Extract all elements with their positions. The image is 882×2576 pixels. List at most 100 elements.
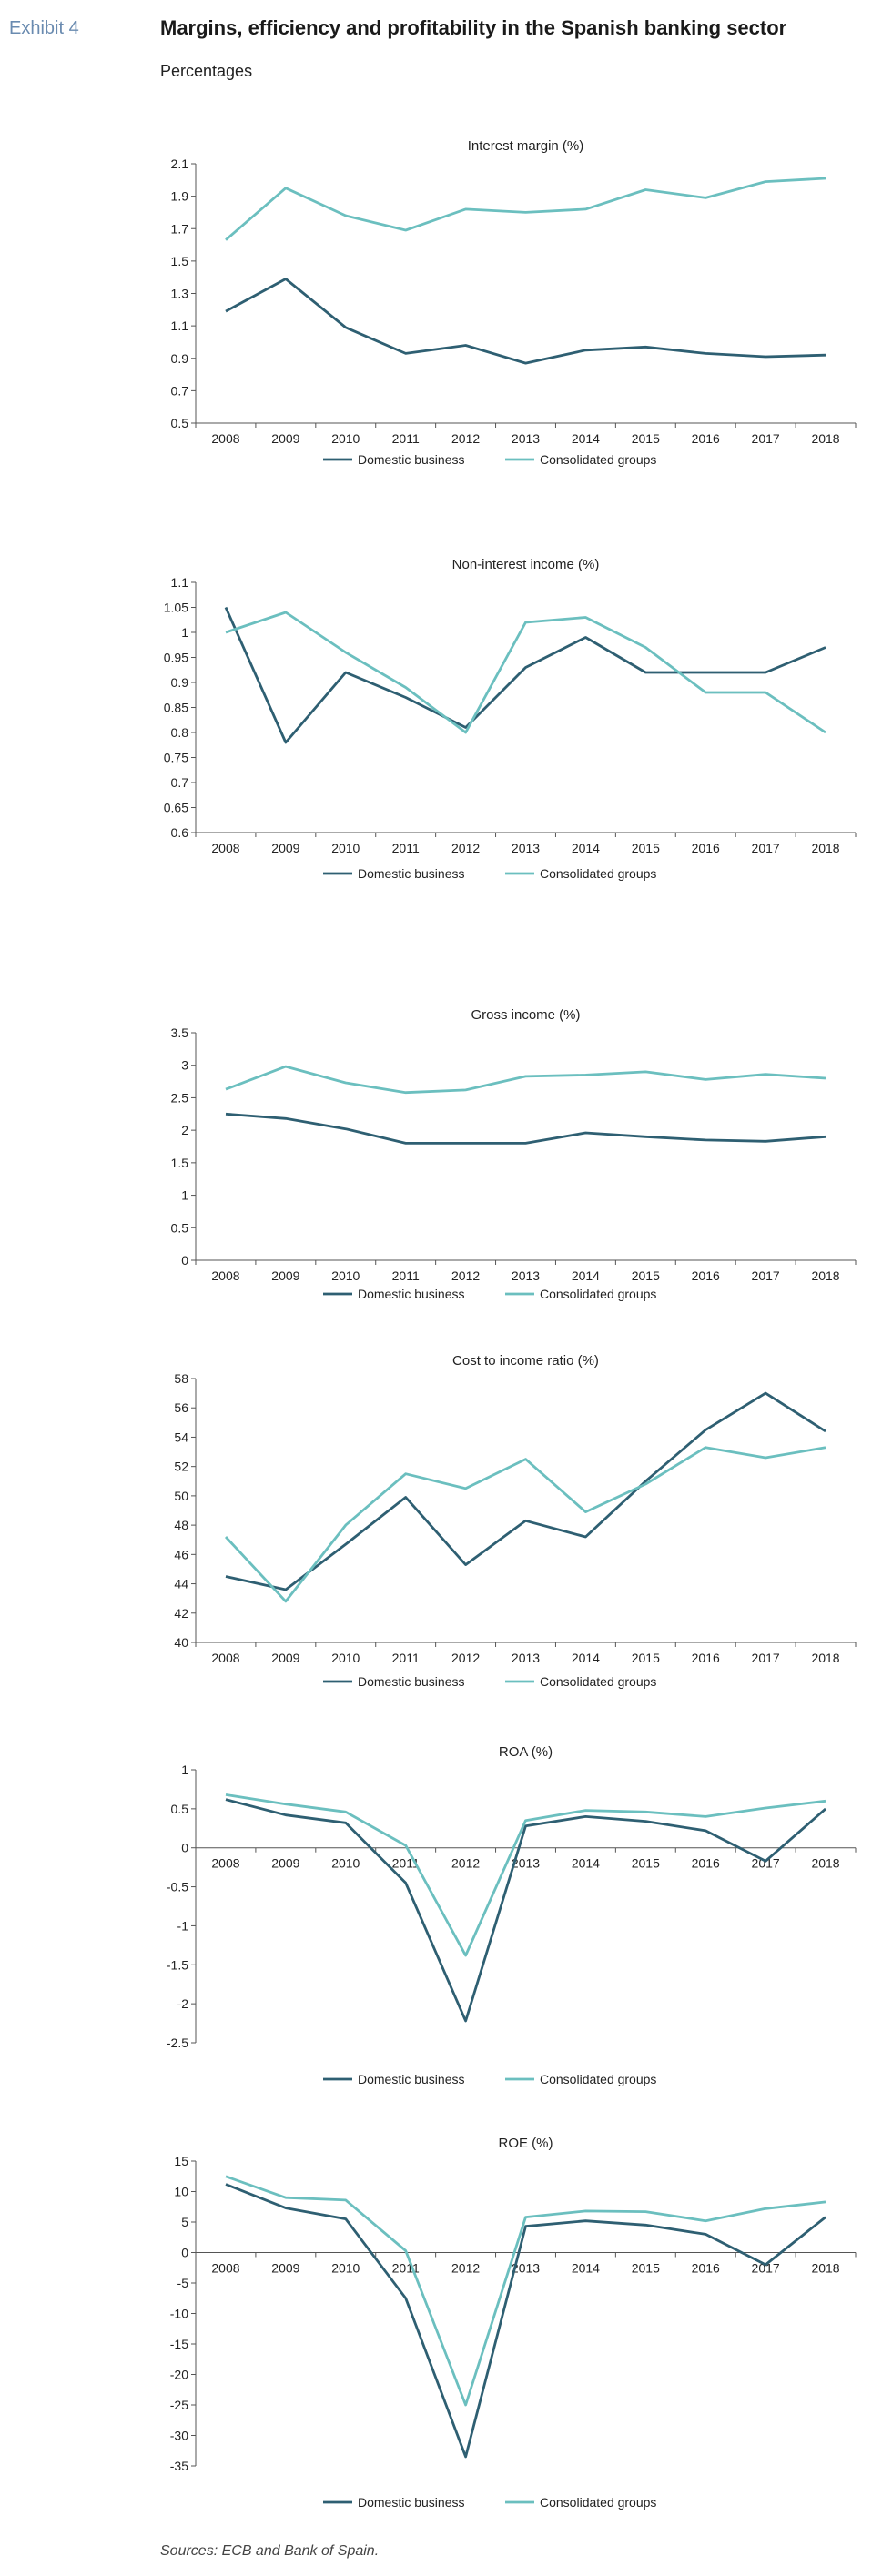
legend-label: Domestic business bbox=[358, 452, 465, 467]
x-tick-label: 2010 bbox=[331, 841, 360, 855]
series-line-consolidated bbox=[225, 1793, 826, 1957]
series-line-domestic bbox=[225, 2183, 826, 2459]
legend-label: Consolidated groups bbox=[540, 866, 656, 881]
series-line-consolidated bbox=[225, 2175, 826, 2407]
x-tick-label: 2015 bbox=[632, 1651, 660, 1665]
x-tick-label: 2017 bbox=[752, 1651, 780, 1665]
x-tick-label: 2010 bbox=[331, 2261, 360, 2276]
x-tick-label: 2009 bbox=[271, 1268, 299, 1283]
y-tick-label: -10 bbox=[170, 2307, 188, 2321]
y-tick-label: 56 bbox=[174, 1400, 188, 1415]
x-tick-label: 2013 bbox=[512, 841, 540, 855]
x-tick-label: 2012 bbox=[451, 431, 480, 446]
y-tick-label: 0.85 bbox=[164, 701, 188, 715]
chart-roe: ROE (%) -35 -30 -25 -20 -15 -10 -5 0 5 10 15 2008 200… bbox=[0, 2134, 882, 2534]
y-tick-label: 0.6 bbox=[171, 825, 189, 840]
chart-title: Interest margin (%) bbox=[468, 138, 584, 154]
y-tick-label: -20 bbox=[170, 2368, 188, 2382]
x-tick-label: 2011 bbox=[392, 1268, 420, 1283]
chart-title: Gross income (%) bbox=[471, 1007, 580, 1023]
chart-title: ROA (%) bbox=[499, 1744, 553, 1760]
y-tick-label: 1 bbox=[181, 1188, 188, 1203]
series-line-consolidated bbox=[225, 611, 826, 734]
x-tick-label: 2015 bbox=[632, 841, 660, 855]
x-tick-label: 2015 bbox=[632, 1268, 660, 1283]
x-tick-label: 2012 bbox=[451, 841, 480, 855]
y-tick-label: 0 bbox=[181, 1253, 188, 1268]
y-tick-label: 1.1 bbox=[171, 575, 189, 590]
x-tick-label: 2008 bbox=[211, 1268, 239, 1283]
x-tick-label: 2015 bbox=[632, 431, 660, 446]
x-tick-label: 2014 bbox=[572, 841, 600, 855]
page-subtitle: Percentages bbox=[160, 62, 253, 80]
y-tick-label: 42 bbox=[174, 1606, 188, 1621]
y-tick-label: 0.65 bbox=[164, 801, 188, 815]
y-tick-label: 40 bbox=[174, 1635, 188, 1650]
series-line-domestic bbox=[225, 1112, 826, 1145]
x-tick-label: 2016 bbox=[692, 841, 720, 855]
y-tick-label: 52 bbox=[174, 1460, 188, 1474]
y-tick-label: 1 bbox=[181, 625, 188, 640]
chart-cost-to-income: Cost to income ratio (%) 40 42 44 46 48 50 52 54… bbox=[0, 1351, 882, 1733]
y-tick-label: -1.5 bbox=[167, 1957, 188, 1972]
y-tick-label: 5 bbox=[181, 2215, 188, 2229]
x-tick-label: 2008 bbox=[211, 431, 239, 446]
x-tick-label: 2017 bbox=[752, 431, 780, 446]
y-tick-label: -1 bbox=[177, 1918, 189, 1933]
x-tick-label: 2009 bbox=[271, 1856, 299, 1871]
y-tick-label: 44 bbox=[174, 1577, 188, 1591]
x-tick-label: 2017 bbox=[752, 2261, 780, 2276]
x-tick-label: 2016 bbox=[692, 2261, 720, 2276]
chart-svg: Cost to income ratio (%) 40 42 44 46 48 50 52 54… bbox=[174, 1353, 857, 1689]
x-tick-label: 2008 bbox=[211, 2261, 239, 2276]
x-tick-label: 2011 bbox=[392, 841, 420, 855]
y-tick-label: 0.95 bbox=[164, 651, 188, 665]
y-tick-label: 48 bbox=[174, 1518, 188, 1532]
legend-label: Domestic business bbox=[358, 2495, 465, 2510]
x-tick-label: 2016 bbox=[692, 1856, 720, 1871]
y-tick-label: 1.1 bbox=[171, 318, 189, 333]
y-tick-label: 0.7 bbox=[171, 775, 189, 790]
y-tick-label: 58 bbox=[174, 1371, 188, 1386]
y-tick-label: 3.5 bbox=[171, 1025, 189, 1040]
legend-label: Consolidated groups bbox=[540, 2072, 656, 2086]
x-tick-label: 2013 bbox=[512, 2261, 540, 2276]
legend-label: Domestic business bbox=[358, 866, 465, 881]
legend-label: Consolidated groups bbox=[540, 1674, 656, 1689]
x-tick-label: 2009 bbox=[271, 841, 299, 855]
y-tick-label: 0.9 bbox=[171, 351, 189, 366]
y-tick-label: 1.05 bbox=[164, 601, 188, 615]
y-tick-label: -25 bbox=[170, 2398, 188, 2412]
x-tick-label: 2017 bbox=[752, 1268, 780, 1283]
x-tick-label: 2018 bbox=[811, 1856, 839, 1871]
y-tick-label: 0 bbox=[181, 1841, 188, 1855]
x-tick-label: 2017 bbox=[752, 1856, 780, 1871]
chart-svg: Non-interest income (%) 0.6 0.65 0.7 0.75 0.8… bbox=[164, 557, 857, 881]
y-tick-label: 0 bbox=[181, 2246, 188, 2260]
y-tick-label: 2.5 bbox=[171, 1090, 189, 1105]
legend-label: Consolidated groups bbox=[540, 2495, 656, 2510]
x-tick-label: 2013 bbox=[512, 431, 540, 446]
x-tick-label: 2018 bbox=[811, 431, 839, 446]
x-tick-label: 2012 bbox=[451, 1651, 480, 1665]
legend-label: Domestic business bbox=[358, 1674, 465, 1689]
chart-roa: ROA (%) -2.5 -2 -1.5 -1 -0.5 0 0.5 1 2008 2009 2010… bbox=[0, 1743, 882, 2125]
series-line-consolidated bbox=[225, 1065, 826, 1095]
chart-svg: Gross income (%) 0 0.5 1 1.5 2 2.5 3 3.5 2008 2009… bbox=[171, 1007, 857, 1301]
y-tick-label: 3 bbox=[181, 1058, 188, 1073]
y-tick-label: 50 bbox=[174, 1489, 188, 1503]
chart-title: Non-interest income (%) bbox=[452, 557, 600, 572]
y-tick-label: 0.5 bbox=[171, 416, 189, 430]
y-tick-label: -30 bbox=[170, 2429, 188, 2443]
x-tick-label: 2009 bbox=[271, 1651, 299, 1665]
source-note: Sources: ECB and Bank of Spain. bbox=[160, 2543, 380, 2559]
y-tick-label: 1.9 bbox=[171, 189, 189, 204]
series-line-consolidated bbox=[225, 177, 826, 241]
x-tick-label: 2008 bbox=[211, 1651, 239, 1665]
x-tick-label: 2018 bbox=[811, 841, 839, 855]
x-tick-label: 2014 bbox=[572, 1856, 600, 1871]
x-tick-label: 2018 bbox=[811, 2261, 839, 2276]
x-tick-label: 2015 bbox=[632, 2261, 660, 2276]
y-tick-label: 2 bbox=[181, 1123, 188, 1137]
chart-title: Cost to income ratio (%) bbox=[452, 1353, 599, 1369]
